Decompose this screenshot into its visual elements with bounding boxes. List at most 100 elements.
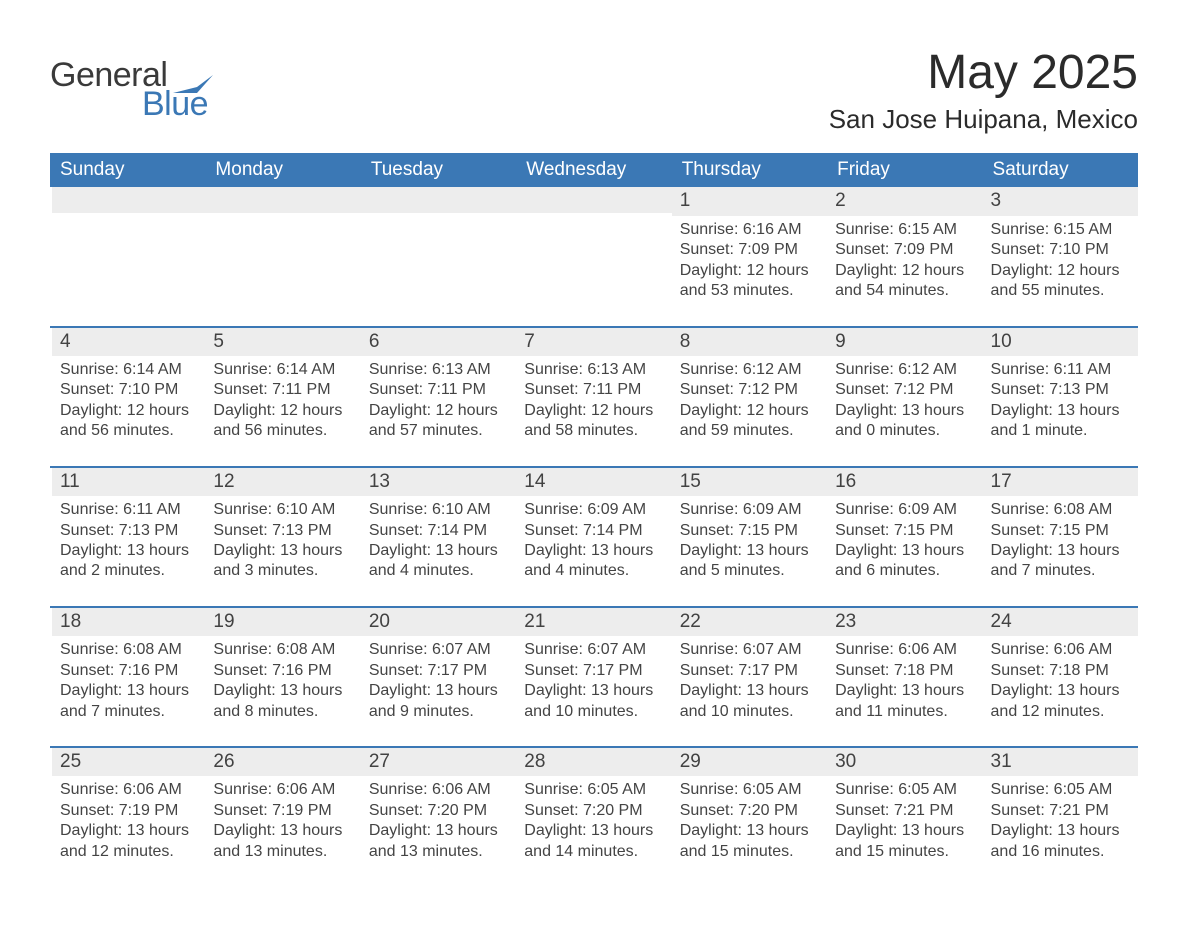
sunrise-line: Sunrise: 6:10 AM	[369, 500, 508, 520]
daylight-line: Daylight: 13 hours and 1 minute.	[991, 401, 1130, 442]
day-number: 28	[516, 748, 671, 776]
day-detail: Sunrise: 6:13 AMSunset: 7:11 PMDaylight:…	[361, 360, 508, 442]
day-detail: Sunrise: 6:11 AMSunset: 7:13 PMDaylight:…	[983, 360, 1130, 442]
sunrise-line: Sunrise: 6:05 AM	[835, 780, 974, 800]
day-cell: 14Sunrise: 6:09 AMSunset: 7:14 PMDayligh…	[516, 467, 671, 607]
day-cell: 21Sunrise: 6:07 AMSunset: 7:17 PMDayligh…	[516, 607, 671, 747]
sunset-line: Sunset: 7:15 PM	[835, 521, 974, 541]
day-number: 31	[983, 748, 1138, 776]
sunrise-line: Sunrise: 6:11 AM	[991, 360, 1130, 380]
sunset-line: Sunset: 7:18 PM	[835, 661, 974, 681]
day-cell	[50, 187, 205, 326]
day-number: 23	[827, 608, 982, 636]
day-number: 2	[827, 187, 982, 215]
sunset-line: Sunset: 7:13 PM	[213, 521, 352, 541]
sunrise-line: Sunrise: 6:08 AM	[991, 500, 1130, 520]
daylight-line: Daylight: 13 hours and 3 minutes.	[213, 541, 352, 582]
day-detail: Sunrise: 6:05 AMSunset: 7:20 PMDaylight:…	[516, 780, 663, 862]
daylight-line: Daylight: 13 hours and 13 minutes.	[369, 821, 508, 862]
sunrise-line: Sunrise: 6:07 AM	[369, 640, 508, 660]
day-detail: Sunrise: 6:06 AMSunset: 7:19 PMDaylight:…	[52, 780, 197, 862]
day-detail: Sunrise: 6:09 AMSunset: 7:15 PMDaylight:…	[827, 500, 974, 582]
day-number: 7	[516, 328, 671, 356]
sunset-line: Sunset: 7:16 PM	[213, 661, 352, 681]
sunrise-line: Sunrise: 6:08 AM	[60, 640, 197, 660]
day-cell: 26Sunrise: 6:06 AMSunset: 7:19 PMDayligh…	[205, 747, 360, 886]
week-row: 11Sunrise: 6:11 AMSunset: 7:13 PMDayligh…	[50, 467, 1138, 607]
location-label: San Jose Huipana, Mexico	[829, 104, 1138, 135]
daylight-line: Daylight: 13 hours and 7 minutes.	[60, 681, 197, 722]
sunrise-line: Sunrise: 6:15 AM	[991, 220, 1130, 240]
month-title: May 2025	[829, 48, 1138, 98]
day-detail: Sunrise: 6:12 AMSunset: 7:12 PMDaylight:…	[672, 360, 819, 442]
day-cell: 16Sunrise: 6:09 AMSunset: 7:15 PMDayligh…	[827, 467, 982, 607]
weekday-header: Monday	[205, 153, 360, 187]
sunset-line: Sunset: 7:17 PM	[680, 661, 819, 681]
sunset-line: Sunset: 7:21 PM	[835, 801, 974, 821]
title-block: May 2025 San Jose Huipana, Mexico	[829, 48, 1138, 135]
day-cell: 30Sunrise: 6:05 AMSunset: 7:21 PMDayligh…	[827, 747, 982, 886]
daylight-line: Daylight: 12 hours and 54 minutes.	[835, 261, 974, 302]
day-cell: 15Sunrise: 6:09 AMSunset: 7:15 PMDayligh…	[672, 467, 827, 607]
day-number: 10	[983, 328, 1138, 356]
day-number: 12	[205, 468, 360, 496]
daylight-line: Daylight: 13 hours and 12 minutes.	[991, 681, 1130, 722]
day-detail: Sunrise: 6:10 AMSunset: 7:13 PMDaylight:…	[205, 500, 352, 582]
day-cell: 23 Sunrise: 6:06 AMSunset: 7:18 PMDayligh…	[827, 607, 982, 747]
day-cell: 7Sunrise: 6:13 AMSunset: 7:11 PMDaylight…	[516, 327, 671, 467]
day-cell: 20Sunrise: 6:07 AMSunset: 7:17 PMDayligh…	[361, 607, 516, 747]
day-detail: Sunrise: 6:08 AMSunset: 7:15 PMDaylight:…	[983, 500, 1130, 582]
sunrise-line: Sunrise: 6:14 AM	[213, 360, 352, 380]
logo-word2: Blue	[142, 85, 213, 124]
daylight-line: Daylight: 13 hours and 10 minutes.	[680, 681, 819, 722]
sunrise-line: Sunrise: 6:06 AM	[60, 780, 197, 800]
day-number: 22	[672, 608, 827, 636]
day-number: 25	[52, 748, 205, 776]
day-detail: Sunrise: 6:06 AMSunset: 7:18 PMDaylight:…	[827, 640, 974, 722]
sunset-line: Sunset: 7:15 PM	[991, 521, 1130, 541]
day-number: 21	[516, 608, 671, 636]
day-detail: Sunrise: 6:07 AMSunset: 7:17 PMDaylight:…	[672, 640, 819, 722]
day-detail: Sunrise: 6:06 AMSunset: 7:19 PMDaylight:…	[205, 780, 352, 862]
logo: General Blue	[50, 56, 213, 124]
weekday-header: Tuesday	[361, 153, 516, 187]
daylight-line: Daylight: 13 hours and 2 minutes.	[60, 541, 197, 582]
sunset-line: Sunset: 7:20 PM	[369, 801, 508, 821]
day-detail: Sunrise: 6:05 AMSunset: 7:21 PMDaylight:…	[827, 780, 974, 862]
daylight-line: Daylight: 12 hours and 57 minutes.	[369, 401, 508, 442]
day-detail: Sunrise: 6:11 AMSunset: 7:13 PMDaylight:…	[52, 500, 197, 582]
day-detail: Sunrise: 6:08 AMSunset: 7:16 PMDaylight:…	[52, 640, 197, 722]
sunrise-line: Sunrise: 6:09 AM	[835, 500, 974, 520]
day-cell: 19Sunrise: 6:08 AMSunset: 7:16 PMDayligh…	[205, 607, 360, 747]
sunset-line: Sunset: 7:11 PM	[213, 380, 352, 400]
day-cell: 28 Sunrise: 6:05 AMSunset: 7:20 PMDayligh…	[516, 747, 671, 886]
day-cell: 17Sunrise: 6:08 AMSunset: 7:15 PMDayligh…	[983, 467, 1138, 607]
day-cell: 11Sunrise: 6:11 AMSunset: 7:13 PMDayligh…	[50, 467, 205, 607]
day-cell: 5Sunrise: 6:14 AMSunset: 7:11 PMDaylight…	[205, 327, 360, 467]
daylight-line: Daylight: 13 hours and 15 minutes.	[680, 821, 819, 862]
day-number: 6	[361, 328, 516, 356]
day-number: 8	[672, 328, 827, 356]
sunrise-line: Sunrise: 6:16 AM	[680, 220, 819, 240]
day-detail: Sunrise: 6:09 AMSunset: 7:14 PMDaylight:…	[516, 500, 663, 582]
sunset-line: Sunset: 7:12 PM	[835, 380, 974, 400]
daylight-line: Daylight: 13 hours and 6 minutes.	[835, 541, 974, 582]
week-row: 4Sunrise: 6:14 AMSunset: 7:10 PMDaylight…	[50, 327, 1138, 467]
sunrise-line: Sunrise: 6:06 AM	[991, 640, 1130, 660]
day-cell: 22 Sunrise: 6:07 AMSunset: 7:17 PMDayligh…	[672, 607, 827, 747]
day-cell: 6 Sunrise: 6:13 AMSunset: 7:11 PMDaylight…	[361, 327, 516, 467]
day-cell	[205, 187, 360, 326]
sunset-line: Sunset: 7:20 PM	[524, 801, 663, 821]
weekday-header: Sunday	[50, 153, 205, 187]
day-cell	[516, 187, 671, 326]
sunrise-line: Sunrise: 6:12 AM	[835, 360, 974, 380]
sunset-line: Sunset: 7:21 PM	[991, 801, 1130, 821]
daylight-line: Daylight: 12 hours and 56 minutes.	[213, 401, 352, 442]
day-number: 4	[52, 328, 205, 356]
sunrise-line: Sunrise: 6:15 AM	[835, 220, 974, 240]
sunrise-line: Sunrise: 6:06 AM	[213, 780, 352, 800]
day-cell: 3Sunrise: 6:15 AMSunset: 7:10 PMDaylight…	[983, 187, 1138, 326]
day-number	[516, 187, 671, 213]
daylight-line: Daylight: 13 hours and 16 minutes.	[991, 821, 1130, 862]
weekday-header-row: Sunday Monday Tuesday Wednesday Thursday…	[50, 153, 1138, 187]
